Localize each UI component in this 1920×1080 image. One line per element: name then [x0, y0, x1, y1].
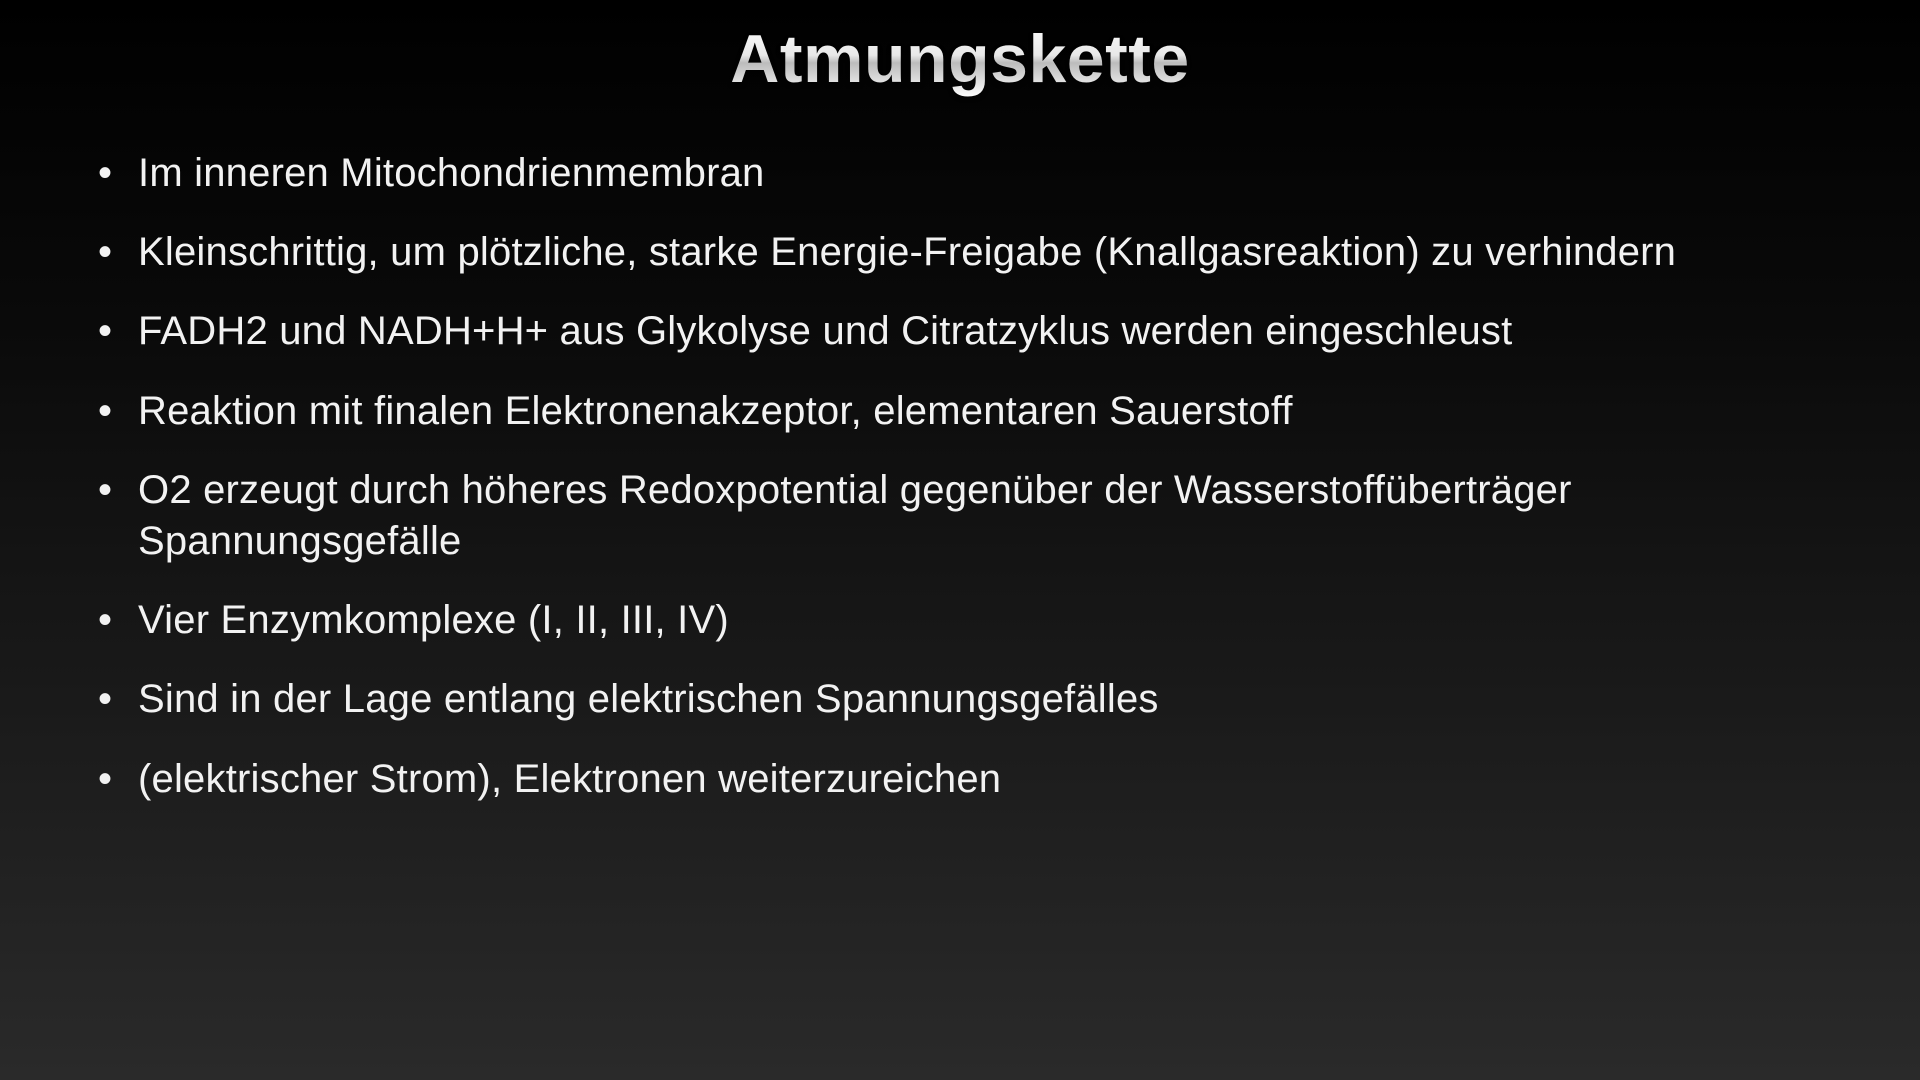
list-item: Reaktion mit finalen Elektronenakzeptor,… [90, 386, 1830, 437]
list-item: Kleinschrittig, um plötzliche, starke En… [90, 227, 1830, 278]
list-item: Im inneren Mitochondrienmembran [90, 148, 1830, 199]
slide-title: Atmungskette [90, 20, 1830, 98]
list-item: O2 erzeugt durch höheres Redoxpotential … [90, 465, 1830, 567]
list-item: Vier Enzymkomplexe (I, II, III, IV) [90, 595, 1830, 646]
list-item: FADH2 und NADH+H+ aus Glykolyse und Citr… [90, 306, 1830, 357]
list-item: (elektrischer Strom), Elektronen weiterz… [90, 754, 1830, 805]
bullet-list: Im inneren Mitochondrienmembran Kleinsch… [90, 148, 1830, 805]
slide-container: Atmungskette Im inneren Mitochondrienmem… [0, 0, 1920, 1080]
list-item: Sind in der Lage entlang elektrischen Sp… [90, 674, 1830, 725]
